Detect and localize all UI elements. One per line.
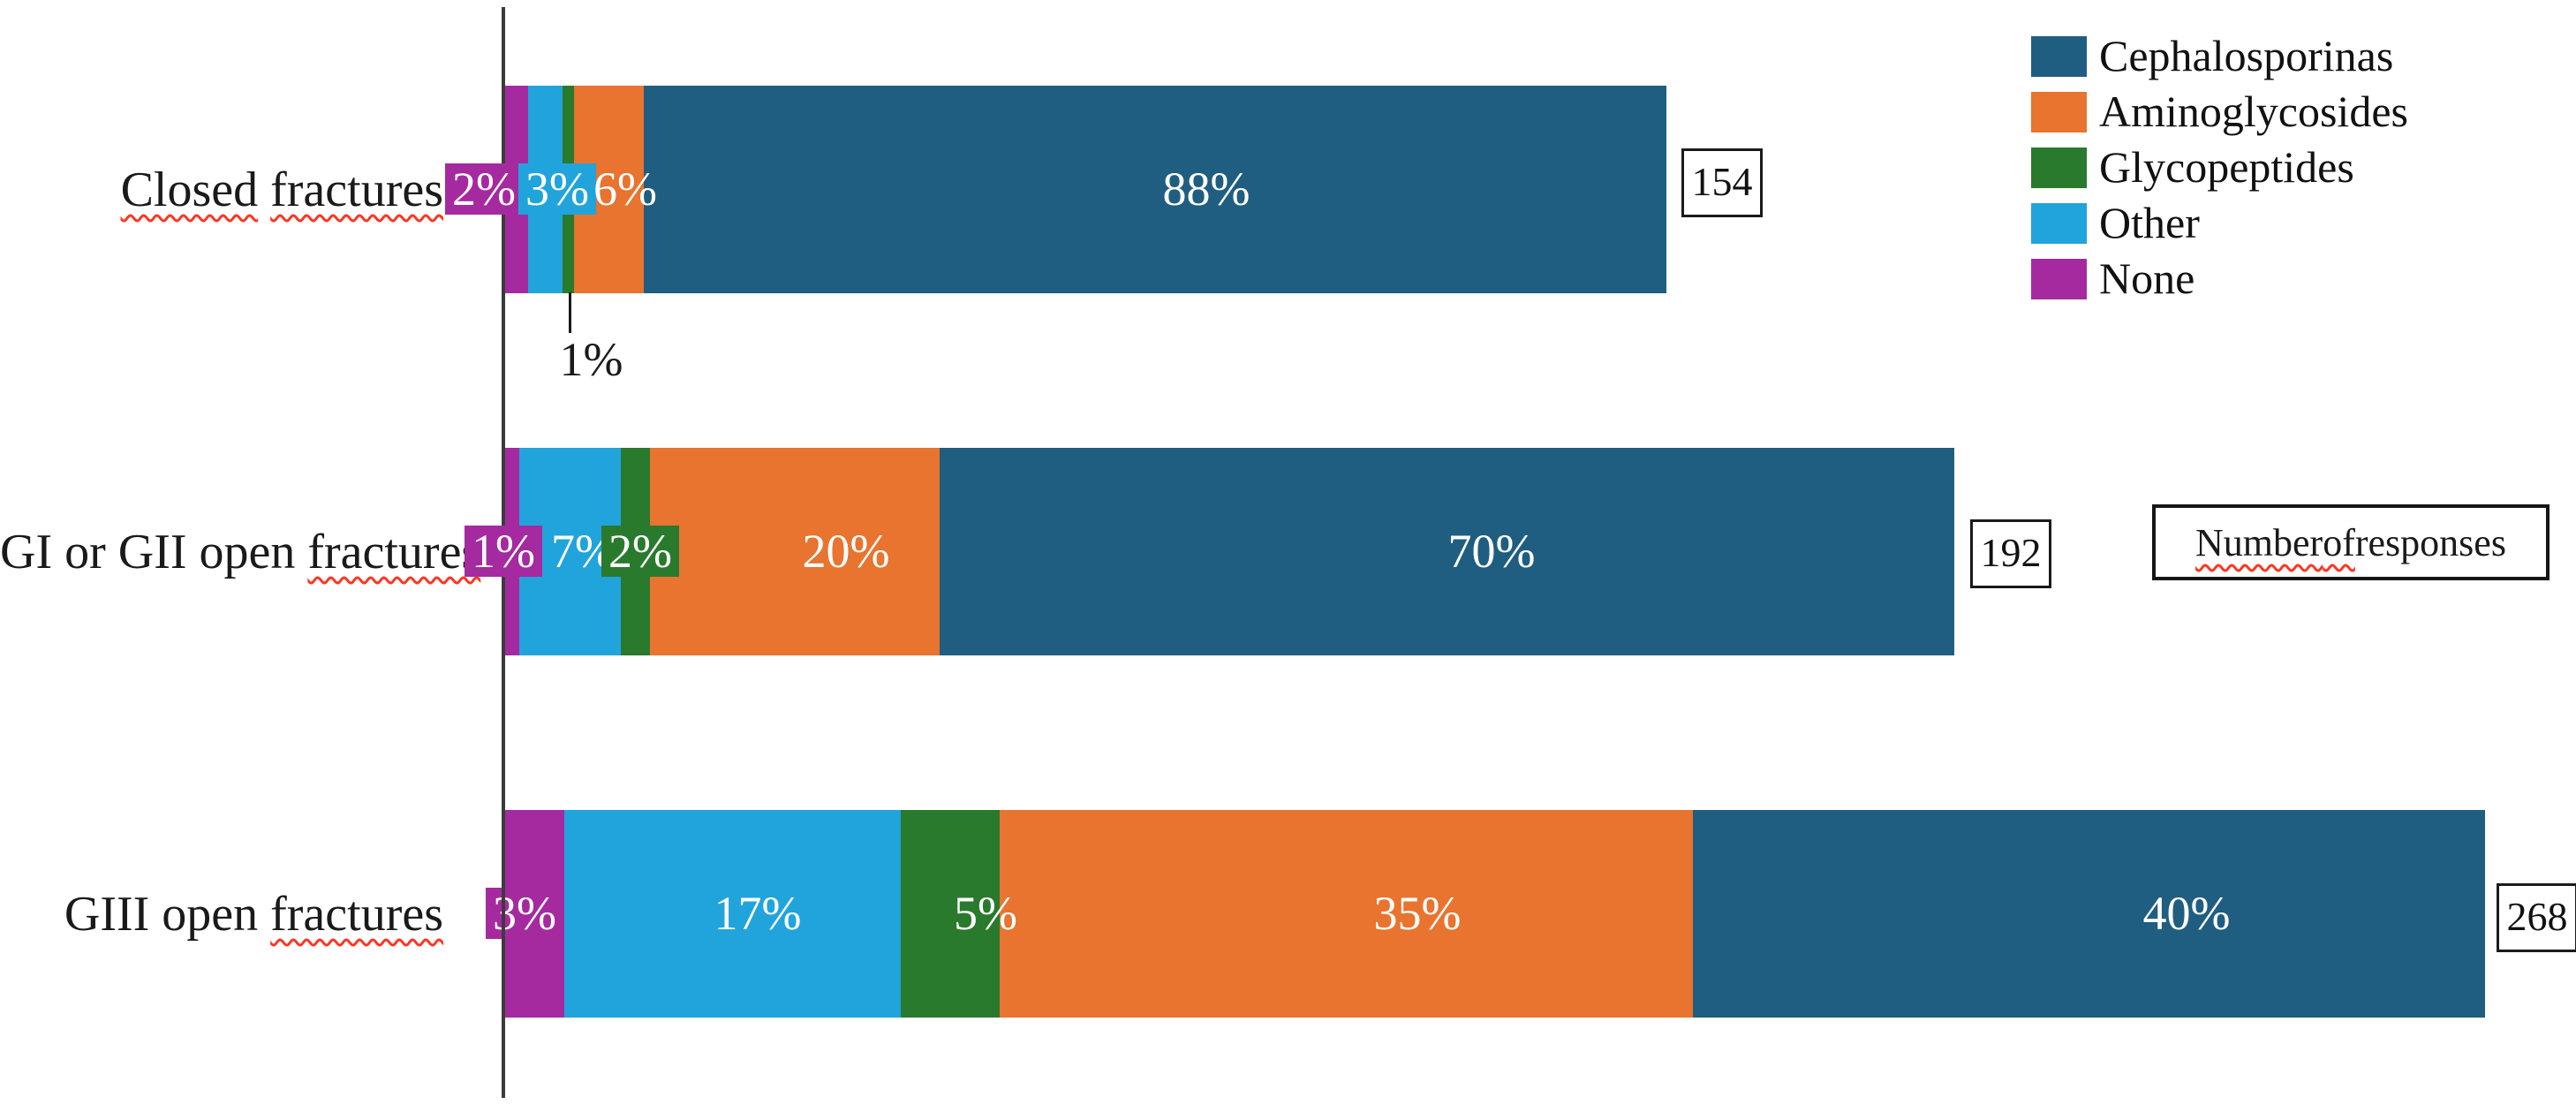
legend-item-none: None [2031,251,2408,307]
label-word: or [64,524,106,579]
bar-segment-other-giii-open-fractures [564,810,901,1018]
legend-label-glycopeptides: Glycopeptides [2099,142,2354,192]
bar-segment-aminoglycosides-gi-or-gii-open-fractures [650,448,940,655]
category-label-closed-fractures: Closed fractures [0,155,443,225]
category-label-giii-open-fractures: GIII open fractures [0,879,443,950]
value-label-none-giii-open-fractures: 3% [486,888,563,939]
bar-segment-aminoglycosides-giii-open-fractures [1000,810,1693,1018]
label-word: Closed [120,162,259,217]
response-count-box-gi-or-gii-open-fractures: 192 [1970,519,2051,588]
label-word: of [2323,520,2355,564]
value-label-cephalosporinas-closed-fractures: 88% [1162,163,1250,216]
value-label-other-closed-fractures: 3% [518,163,596,215]
label-word: GI [0,524,53,579]
legend-item-glycopeptides: Glycopeptides [2031,140,2408,195]
value-label-none-closed-fractures: 2% [445,163,523,215]
label-word: fractures [270,162,443,217]
label-word: responses [2354,520,2506,564]
legend-label-none: None [2099,254,2195,303]
value-label-glycopeptides-giii-open-fractures: 5% [954,887,1017,940]
legend-item-cephalosporinas: Cephalosporinas [2031,28,2408,84]
callout-value-label: 1% [559,333,623,386]
value-label-aminoglycosides-giii-open-fractures: 35% [1373,887,1462,940]
value-label-aminoglycosides-closed-fractures: 6% [593,163,657,216]
value-label-glycopeptides-gi-or-gii-open-fractures: 2% [601,526,679,577]
legend-item-aminoglycosides: Aminoglycosides [2031,84,2408,140]
legend-item-other: Other [2031,195,2408,251]
legend-swatch-glycopeptides [2031,147,2087,188]
legend: Cephalosporinas Aminoglycosides Glycopepti… [2031,28,2408,307]
legend-label-cephalosporinas: Cephalosporinas [2099,31,2394,80]
value-label-other-giii-open-fractures: 17% [714,887,802,940]
response-count-box-closed-fractures: 154 [1681,148,1763,217]
response-count-box-giii-open-fractures: 268 [2497,883,2576,952]
legend-swatch-other [2031,202,2087,244]
value-label-cephalosporinas-gi-or-gii-open-fractures: 70% [1447,525,1536,578]
responses-note-box: Number of responses [2152,504,2550,580]
label-word: Number [2195,520,2323,564]
label-word: fractures [307,524,481,579]
value-label-aminoglycosides-gi-or-gii-open-fractures: 20% [802,525,890,578]
legend-swatch-aminoglycosides [2031,91,2087,132]
legend-swatch-none [2031,258,2087,299]
bar-segment-glycopeptides-giii-open-fractures [901,810,1000,1018]
legend-swatch-cephalosporinas [2031,35,2087,77]
label-word: fractures [270,886,443,942]
label-word: GIII [64,886,150,942]
legend-label-aminoglycosides: Aminoglycosides [2099,87,2408,136]
value-label-cephalosporinas-giii-open-fractures: 40% [2142,887,2231,940]
legend-label-other: Other [2099,198,2200,247]
label-word: GII [117,524,187,579]
bar-segment-cephalosporinas-giii-open-fractures [1693,810,2485,1018]
category-label-gi-or-gii-open-fractures: GI or GII open fractures [0,517,480,587]
label-word: open [199,524,296,579]
bar-segment-cephalosporinas-closed-fractures [644,86,1666,293]
value-label-none-gi-or-gii-open-fractures: 1% [465,526,542,577]
callout-leader-line [569,292,571,333]
bar-segment-cephalosporinas-gi-or-gii-open-fractures [940,448,1954,655]
label-word: open [162,886,259,942]
